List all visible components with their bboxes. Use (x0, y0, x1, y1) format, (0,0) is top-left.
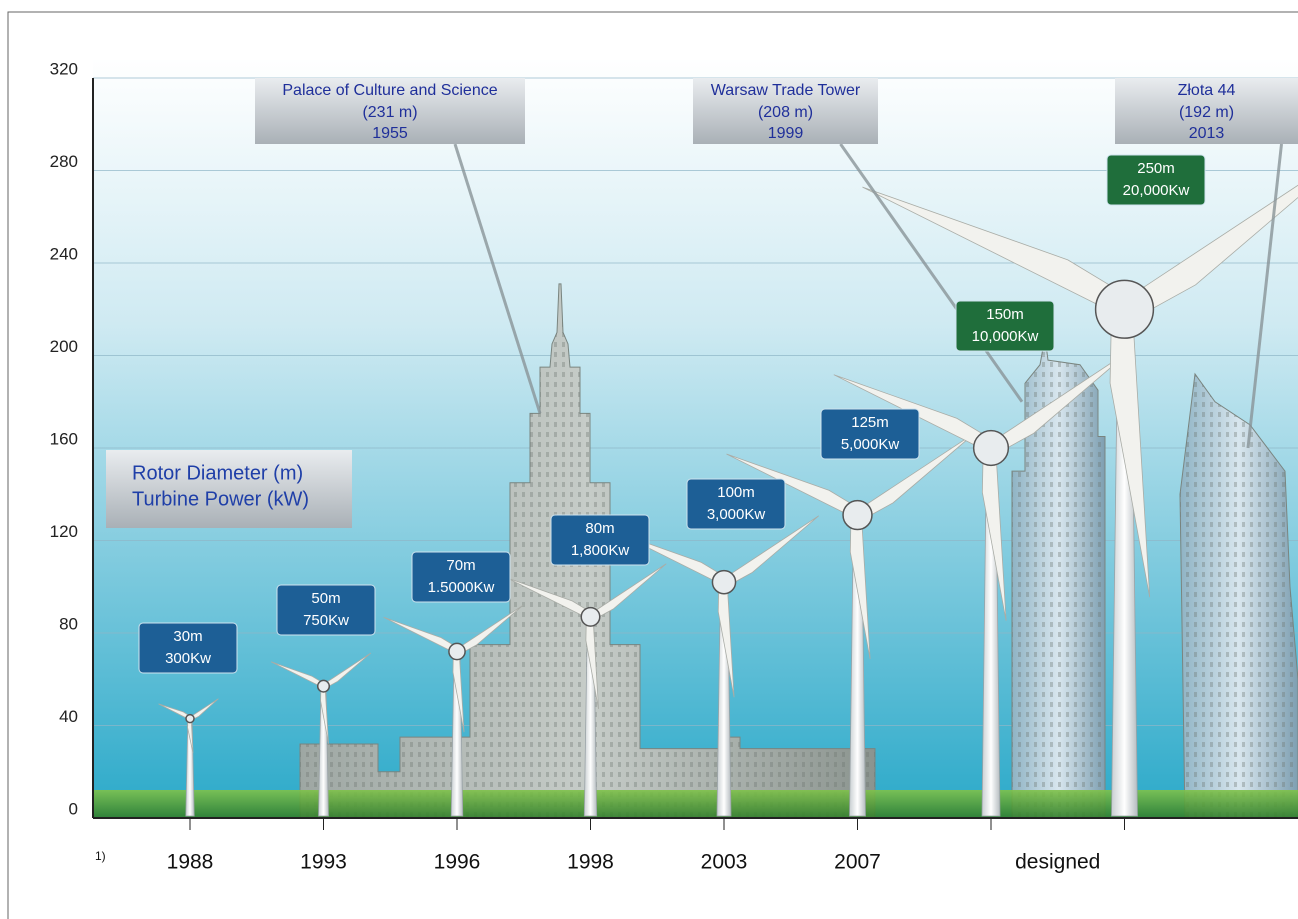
y-tick-label: 40 (59, 707, 78, 726)
x-tick-label: designed (1015, 851, 1100, 874)
x-tick-label: 2007 (834, 851, 881, 874)
building-year: 1955 (372, 125, 408, 142)
y-tick-label: 120 (50, 522, 78, 541)
power-label: 5,000Kw (841, 436, 900, 453)
rotor-label: 150m (986, 306, 1024, 323)
power-label: 750Kw (303, 612, 349, 629)
building-year: 2013 (1189, 125, 1225, 142)
x-tick-label: 1988 (167, 851, 214, 874)
power-label: 1,800Kw (571, 542, 630, 559)
power-label: 300Kw (165, 650, 211, 667)
y-tick-label: 160 (50, 429, 78, 448)
x-tick-label: 1993 (300, 851, 347, 874)
building-year: 1999 (768, 125, 804, 142)
rotor-label: 100m (717, 484, 755, 501)
building-name: Palace of Culture and Science (282, 82, 497, 99)
y-tick-label: 320 (50, 59, 78, 78)
turbine-hub (186, 715, 194, 723)
y-tick-label: 280 (50, 152, 78, 171)
turbine-hub (843, 501, 872, 530)
x-tick-label: 1996 (434, 851, 481, 874)
turbine-hub (1096, 280, 1154, 338)
y-tick-label: 200 (50, 337, 78, 356)
rotor-label: 50m (311, 590, 340, 607)
turbine-hub (712, 571, 735, 594)
chart: Palace of Culture and Science (231 m) 1955… (0, 0, 1298, 919)
rotor-label: 250m (1137, 160, 1175, 177)
x-tick-label: 1998 (567, 851, 614, 874)
legend-entry: Rotor Diameter (m) (132, 462, 303, 484)
rotor-label: 125m (851, 414, 889, 431)
rotor-label: 80m (585, 520, 614, 537)
building-height: (208 m) (758, 104, 813, 121)
power-label: 3,000Kw (707, 506, 766, 523)
y-tick-label: 80 (59, 614, 78, 633)
turbine-hub (449, 643, 465, 659)
rotor-label: 30m (173, 628, 202, 645)
power-label: 10,000Kw (972, 328, 1039, 345)
building-name: Warsaw Trade Tower (711, 82, 861, 99)
building-height: (231 m) (362, 104, 417, 121)
rotor-label: 70m (446, 557, 475, 574)
power-label: 20,000Kw (1123, 182, 1190, 199)
footnote: 1) (95, 849, 106, 863)
building-name: Złota 44 (1178, 82, 1236, 99)
legend-entry: Turbine Power (kW) (132, 488, 309, 510)
y-tick-label: 240 (50, 244, 78, 263)
turbine-hub (581, 608, 600, 627)
building-height: (192 m) (1179, 104, 1234, 121)
turbine-hub (318, 680, 330, 692)
y-tick-label: 0 (69, 799, 78, 818)
turbine-hub (974, 431, 1009, 466)
power-label: 1.5000Kw (428, 579, 495, 596)
x-tick-label: 2003 (701, 851, 748, 874)
